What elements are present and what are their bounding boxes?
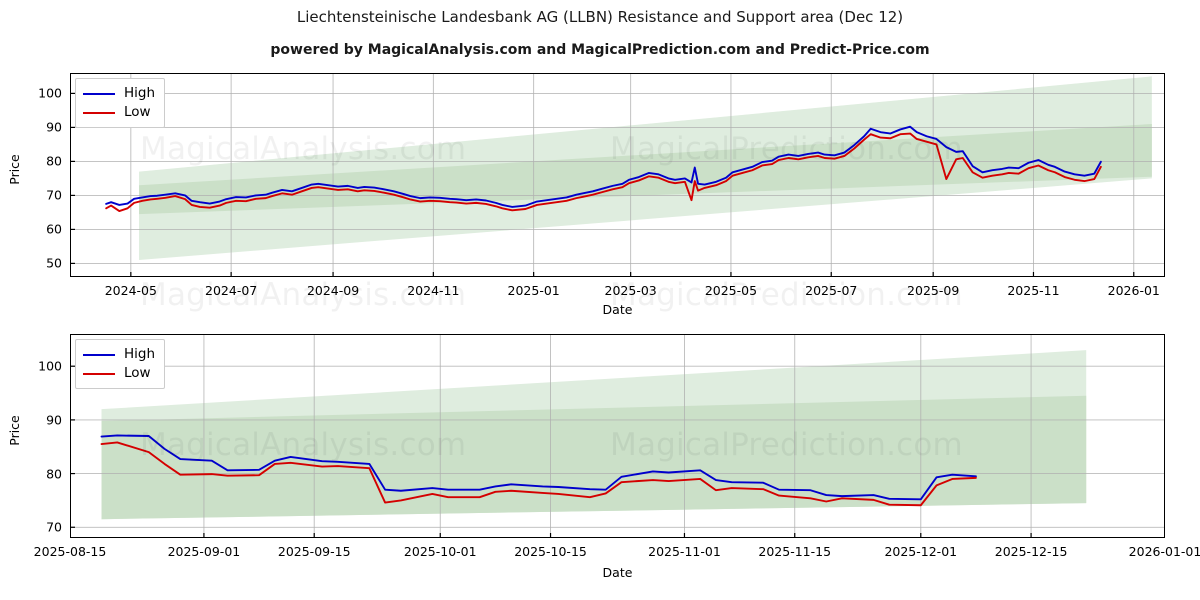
series-line-high: [105, 125, 1102, 208]
x-tick-label: 2025-09: [907, 283, 960, 298]
y-tick-label: 80: [46, 153, 62, 169]
x-tick-label: 2025-11-15: [758, 544, 832, 559]
x-tick-label: 2025-03: [604, 283, 657, 298]
x-tick-label: 2025-09-01: [167, 544, 241, 559]
y-tick-label: 60: [46, 221, 62, 237]
x-tick-label: 2025-11: [1007, 283, 1060, 298]
x-tick-label: 2025-11-01: [648, 544, 721, 559]
legend-label-high: High: [124, 345, 156, 362]
x-tick-label: 2024-09: [306, 283, 360, 298]
x-tick-label: 2025-10-15: [514, 544, 587, 559]
x-tick-label: 2025-08-15: [33, 544, 107, 559]
legend-item-low[interactable]: Low: [83, 103, 155, 122]
chart-bottom-legend: High Low: [75, 339, 166, 389]
y-tick-label: 80: [46, 466, 62, 482]
legend-item-high[interactable]: High: [83, 84, 155, 103]
gridlines: [70, 334, 1165, 538]
y-tick-label: 100: [38, 85, 62, 101]
x-tick-label: 2025-12-15: [994, 544, 1068, 559]
series-line-low: [100, 441, 977, 507]
chart-top-ylabel: Price: [6, 154, 22, 185]
legend-swatch-low: [83, 111, 115, 114]
y-tick-label: 100: [38, 358, 62, 374]
legend-item-low[interactable]: Low: [83, 364, 155, 383]
chart-top-resistance-support: [70, 73, 1165, 277]
y-tick-label: 90: [46, 412, 62, 428]
y-tick-label: 50: [46, 255, 62, 271]
band-inner-resistance-support: [101, 395, 1087, 520]
legend-swatch-high: [83, 353, 115, 356]
legend-item-high[interactable]: High: [83, 345, 155, 364]
chart-bottom-recent-detail: [70, 334, 1165, 538]
x-tick-label: 2024-11: [407, 283, 460, 298]
y-tick-label: 70: [46, 519, 62, 535]
x-tick-label: 2026-01-01: [1128, 544, 1200, 559]
chart-bottom-ylabel: Price: [6, 415, 22, 446]
x-tick-label: 2025-07: [805, 283, 858, 298]
legend-label-low: Low: [124, 103, 151, 120]
x-tick-label: 2025-05: [704, 283, 758, 298]
legend-swatch-high: [83, 92, 115, 95]
series-line-high: [100, 434, 977, 501]
x-tick-label: 2025-01: [507, 283, 560, 298]
chart-top-legend: High Low: [75, 78, 166, 128]
series-line-low: [105, 132, 1102, 212]
x-tick-label: 2024-05: [104, 283, 157, 298]
y-tick-label: 70: [46, 187, 62, 203]
chart-bottom-xlabel: Date: [602, 565, 633, 580]
chart-top-xlabel: Date: [602, 302, 633, 317]
x-tick-label: 2025-09-15: [277, 544, 351, 559]
x-tick-label: 2026-01: [1107, 283, 1160, 298]
page-subtitle: powered by MagicalAnalysis.com and Magic…: [270, 42, 930, 58]
x-tick-label: 2025-12-01: [884, 544, 958, 559]
gridlines: [70, 73, 1165, 277]
y-tick-label: 90: [46, 119, 62, 135]
legend-swatch-low: [83, 372, 115, 375]
x-tick-label: 2024-07: [205, 283, 258, 298]
page-title: Liechtensteinische Landesbank AG (LLBN) …: [296, 8, 904, 26]
legend-label-low: Low: [124, 364, 151, 381]
x-tick-label: 2025-10-01: [403, 544, 477, 559]
legend-label-high: High: [124, 84, 156, 101]
